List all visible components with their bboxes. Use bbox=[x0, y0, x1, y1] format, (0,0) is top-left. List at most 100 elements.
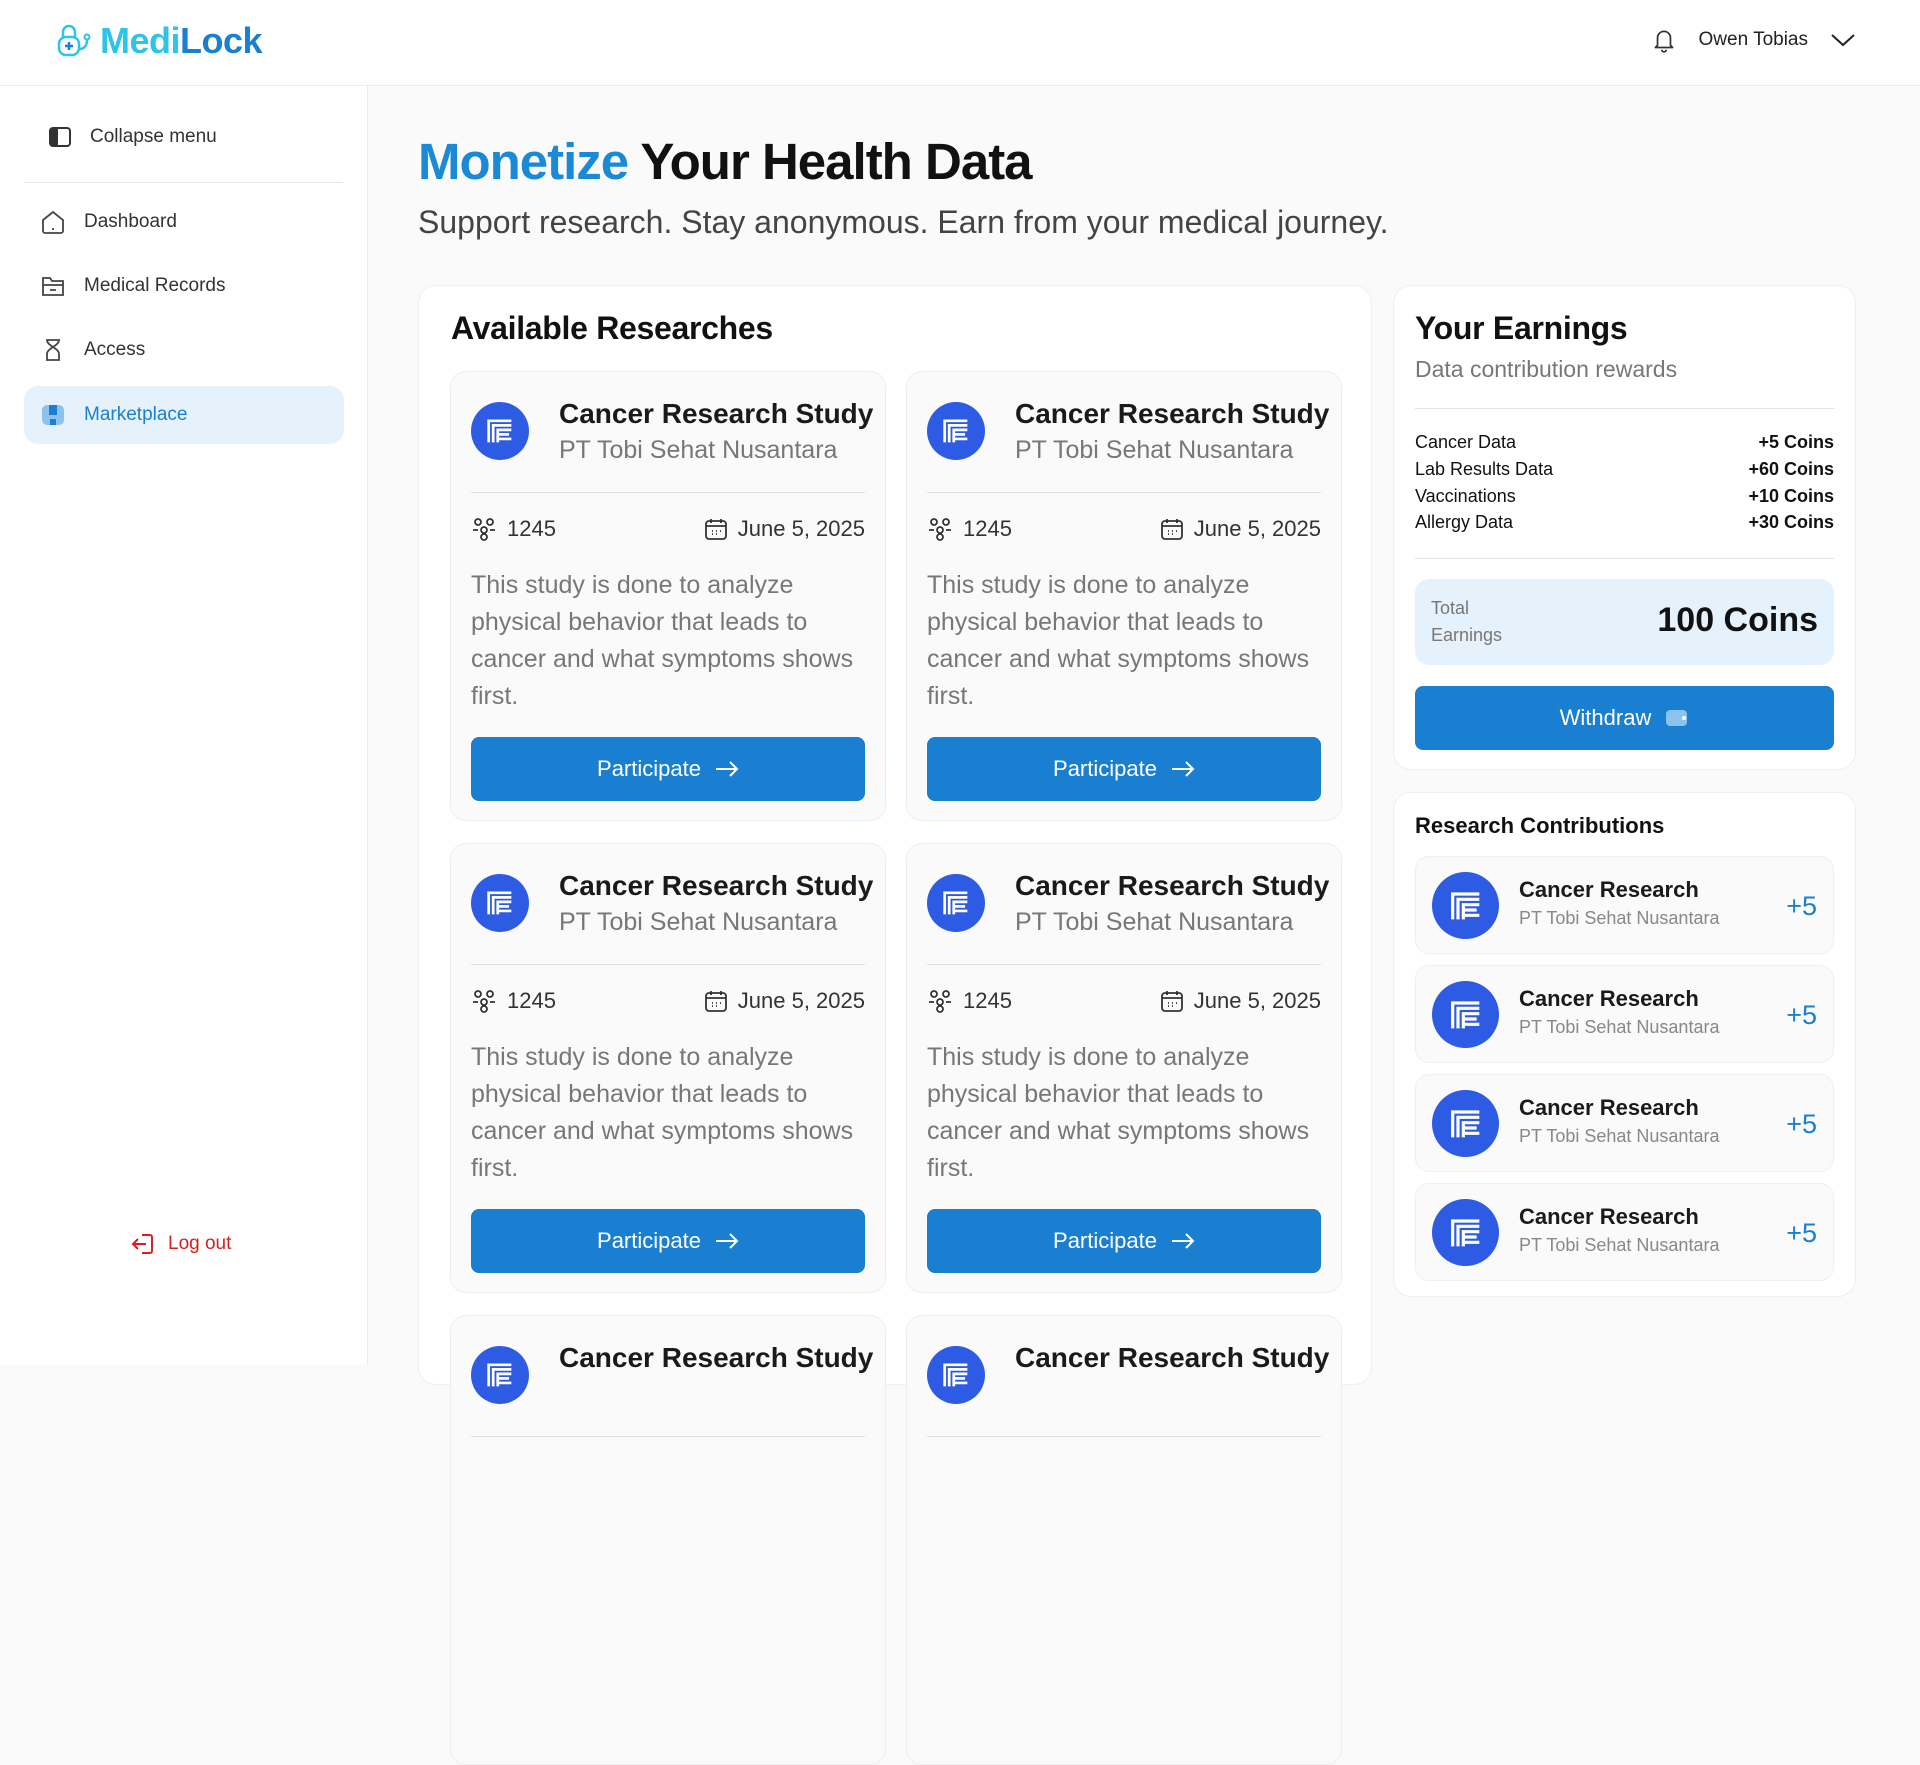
research-logo-icon bbox=[1450, 1000, 1479, 1028]
collapse-menu-label: Collapse menu bbox=[90, 126, 217, 147]
participants: 1245 bbox=[927, 516, 1012, 542]
research-card: Cancer Research Study PT Tobi Sehat Nusa… bbox=[450, 843, 886, 1293]
people-icon bbox=[473, 990, 495, 1013]
contribution-title: Cancer Research bbox=[1519, 1204, 1699, 1229]
contribution-value: +5 bbox=[1786, 891, 1817, 921]
arrow-right-icon bbox=[1171, 1233, 1195, 1249]
home-icon bbox=[42, 210, 64, 234]
research-avatar bbox=[927, 1346, 985, 1404]
researches-heading: Available Researches bbox=[451, 310, 773, 346]
research-title: Cancer Research Study bbox=[559, 398, 874, 429]
research-date: June 5, 2025 bbox=[704, 988, 865, 1014]
research-avatar bbox=[927, 874, 985, 932]
folder-icon bbox=[42, 277, 64, 296]
research-avatar bbox=[1432, 872, 1499, 939]
divider bbox=[471, 1436, 865, 1437]
research-logo-icon bbox=[943, 1363, 968, 1387]
people-icon bbox=[473, 518, 495, 541]
contribution-value: +5 bbox=[1786, 1218, 1817, 1248]
sidebar-divider bbox=[24, 182, 343, 183]
hourglass-icon bbox=[46, 339, 60, 361]
research-logo-icon bbox=[487, 419, 512, 443]
research-avatar bbox=[471, 1346, 529, 1404]
research-logo-icon bbox=[487, 1363, 512, 1387]
divider bbox=[927, 1436, 1321, 1437]
research-card: Cancer Research Study PT Tobi Sehat Nusa… bbox=[906, 371, 1342, 821]
sidebar-item-label: Medical Records bbox=[84, 275, 226, 296]
participants: 1245 bbox=[927, 988, 1012, 1014]
research-card: Cancer Research Study bbox=[906, 1315, 1342, 1765]
logout-icon bbox=[131, 1234, 153, 1254]
research-org: PT Tobi Sehat Nusantara bbox=[559, 908, 838, 936]
divider bbox=[471, 964, 865, 965]
divider bbox=[1415, 408, 1834, 409]
research-avatar bbox=[1432, 1199, 1499, 1266]
sidebar-toggle-icon bbox=[49, 127, 71, 147]
research-title: Cancer Research Study bbox=[559, 870, 874, 901]
participants: 1245 bbox=[471, 988, 556, 1014]
research-logo-icon bbox=[1450, 1109, 1479, 1137]
contribution-title: Cancer Research bbox=[1519, 1095, 1699, 1120]
available-researches-panel: Available Researches Cancer Research Stu… bbox=[418, 285, 1372, 1765]
lock-stethoscope-icon bbox=[57, 24, 91, 57]
bell-icon[interactable] bbox=[1651, 26, 1677, 54]
contribution-item[interactable]: Cancer Research PT Tobi Sehat Nusantara … bbox=[1415, 1183, 1834, 1281]
contribution-item[interactable]: Cancer Research PT Tobi Sehat Nusantara … bbox=[1415, 1074, 1834, 1172]
sidebar-item-medical-records[interactable]: Medical Records bbox=[24, 257, 344, 315]
research-avatar bbox=[927, 402, 985, 460]
calendar-icon bbox=[1160, 519, 1183, 540]
chevron-down-icon[interactable] bbox=[1830, 32, 1856, 48]
participate-button[interactable]: Participate bbox=[927, 1209, 1321, 1273]
earning-row: Cancer Data +5 Coins bbox=[1415, 432, 1834, 452]
arrow-right-icon bbox=[715, 1233, 739, 1249]
contribution-item[interactable]: Cancer Research PT Tobi Sehat Nusantara … bbox=[1415, 856, 1834, 954]
logo-text: MediLock bbox=[100, 20, 263, 61]
store-icon bbox=[42, 405, 64, 425]
research-date: June 5, 2025 bbox=[1160, 988, 1321, 1014]
sidebar-item-label: Dashboard bbox=[84, 211, 177, 232]
research-description: This study is done to analyze physical b… bbox=[471, 1043, 854, 1182]
earning-row: Lab Results Data +60 Coins bbox=[1415, 459, 1834, 479]
people-icon bbox=[929, 990, 951, 1013]
divider bbox=[927, 964, 1321, 965]
participate-button[interactable]: Participate bbox=[471, 1209, 865, 1273]
total-earnings-box: Total Earnings 100 Coins bbox=[1415, 579, 1834, 665]
research-logo-icon bbox=[1450, 891, 1479, 919]
contribution-title: Cancer Research bbox=[1519, 877, 1699, 902]
participate-button[interactable]: Participate bbox=[471, 737, 865, 801]
contribution-item[interactable]: Cancer Research PT Tobi Sehat Nusantara … bbox=[1415, 965, 1834, 1063]
top-header: MediLock Owen Tobias bbox=[0, 0, 1920, 86]
research-logo-icon bbox=[1450, 1218, 1479, 1246]
research-card: Cancer Research Study bbox=[450, 1315, 886, 1765]
arrow-right-icon bbox=[1171, 761, 1195, 777]
sidebar-item-access[interactable]: Access bbox=[24, 321, 344, 379]
contribution-org: PT Tobi Sehat Nusantara bbox=[1519, 1235, 1720, 1255]
sidebar-item-dashboard[interactable]: Dashboard bbox=[24, 193, 344, 251]
research-date: June 5, 2025 bbox=[704, 516, 865, 542]
participants: 1245 bbox=[471, 516, 556, 542]
contribution-value: +5 bbox=[1786, 1109, 1817, 1139]
logout-button[interactable]: Log out bbox=[130, 1231, 231, 1257]
user-menu-name[interactable]: Owen Tobias bbox=[1698, 29, 1809, 50]
contribution-title: Cancer Research bbox=[1519, 986, 1699, 1011]
sidebar-item-marketplace[interactable]: Marketplace bbox=[24, 386, 344, 444]
wallet-icon bbox=[1666, 710, 1688, 726]
contributions-heading: Research Contributions bbox=[1415, 813, 1665, 838]
research-title: Cancer Research Study bbox=[1015, 1342, 1330, 1373]
research-logo-icon bbox=[943, 419, 968, 443]
contribution-org: PT Tobi Sehat Nusantara bbox=[1519, 1126, 1720, 1146]
calendar-icon bbox=[704, 991, 727, 1012]
medilock-logo[interactable]: MediLock bbox=[56, 20, 263, 62]
people-icon bbox=[929, 518, 951, 541]
research-date: June 5, 2025 bbox=[1160, 516, 1321, 542]
research-card: Cancer Research Study PT Tobi Sehat Nusa… bbox=[450, 371, 886, 821]
research-avatar bbox=[1432, 1090, 1499, 1157]
sidebar-item-label: Marketplace bbox=[84, 404, 188, 425]
participate-button[interactable]: Participate bbox=[927, 737, 1321, 801]
collapse-menu-button[interactable]: Collapse menu bbox=[48, 126, 217, 148]
research-description: This study is done to analyze physical b… bbox=[927, 1043, 1310, 1182]
withdraw-button[interactable]: Withdraw bbox=[1415, 686, 1834, 750]
research-org: PT Tobi Sehat Nusantara bbox=[559, 436, 838, 464]
earning-row: Vaccinations +10 Coins bbox=[1415, 486, 1834, 506]
research-org: PT Tobi Sehat Nusantara bbox=[1015, 436, 1294, 464]
